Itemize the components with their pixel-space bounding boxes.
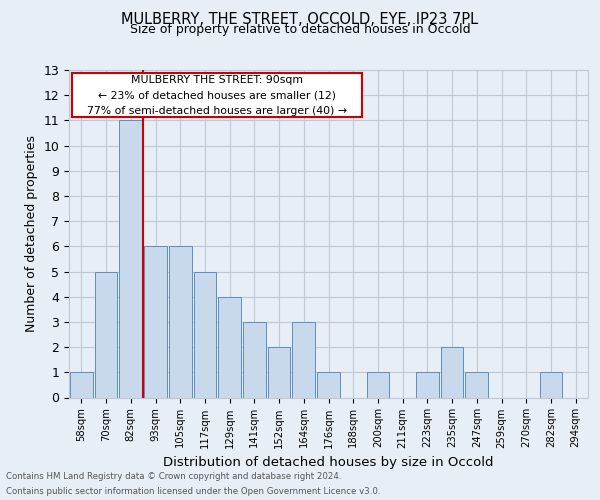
Bar: [441, 347, 463, 398]
Bar: [416, 372, 439, 398]
Bar: [218, 296, 241, 398]
FancyBboxPatch shape: [71, 74, 362, 118]
Bar: [367, 372, 389, 398]
Text: Contains public sector information licensed under the Open Government Licence v3: Contains public sector information licen…: [6, 487, 380, 496]
Bar: [317, 372, 340, 398]
Bar: [95, 272, 118, 398]
Bar: [119, 120, 142, 398]
Bar: [70, 372, 93, 398]
Bar: [169, 246, 191, 398]
Bar: [539, 372, 562, 398]
Bar: [194, 272, 216, 398]
Bar: [292, 322, 315, 398]
Bar: [466, 372, 488, 398]
Bar: [144, 246, 167, 398]
Y-axis label: Number of detached properties: Number of detached properties: [25, 135, 38, 332]
Text: Size of property relative to detached houses in Occold: Size of property relative to detached ho…: [130, 24, 470, 36]
Bar: [268, 347, 290, 398]
Text: MULBERRY, THE STREET, OCCOLD, EYE, IP23 7PL: MULBERRY, THE STREET, OCCOLD, EYE, IP23 …: [121, 12, 479, 28]
X-axis label: Distribution of detached houses by size in Occold: Distribution of detached houses by size …: [163, 456, 494, 469]
Bar: [243, 322, 266, 398]
Text: MULBERRY THE STREET: 90sqm
← 23% of detached houses are smaller (12)
77% of semi: MULBERRY THE STREET: 90sqm ← 23% of deta…: [87, 75, 347, 116]
Text: Contains HM Land Registry data © Crown copyright and database right 2024.: Contains HM Land Registry data © Crown c…: [6, 472, 341, 481]
